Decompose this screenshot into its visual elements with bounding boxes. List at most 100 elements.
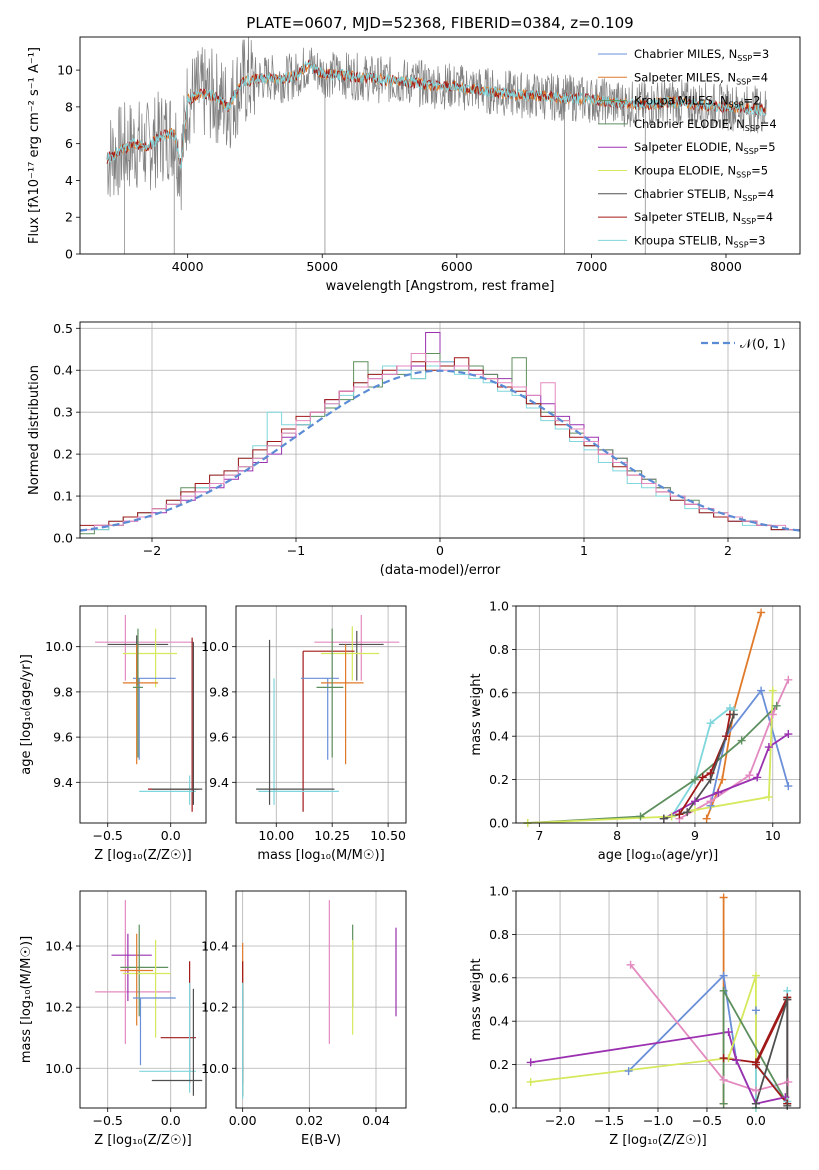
data-point-marker bbox=[757, 686, 766, 695]
axes-frame bbox=[235, 890, 407, 1109]
x-tick-label: −2 bbox=[143, 543, 161, 558]
x-tick-label: 0.0 bbox=[746, 1113, 766, 1128]
data-point-marker bbox=[702, 814, 711, 823]
x-tick-label: 7000 bbox=[575, 259, 607, 274]
data-point-marker bbox=[751, 971, 760, 980]
data-point-marker bbox=[724, 1028, 733, 1037]
y-axis-label: mass weight bbox=[469, 958, 484, 1040]
y-tick-label: 0.4 bbox=[489, 1014, 509, 1029]
y-tick-label: 10.0 bbox=[45, 1061, 73, 1076]
x-tick-label: 10.50 bbox=[370, 828, 406, 843]
y-tick-label: 10.2 bbox=[201, 1000, 229, 1015]
x-tick-label: 0 bbox=[436, 543, 444, 558]
x-tick-label: 0.00 bbox=[229, 1113, 257, 1128]
data-point-marker bbox=[718, 775, 727, 784]
data-point-marker bbox=[751, 1099, 760, 1108]
data-point-marker bbox=[690, 775, 699, 784]
data-point-marker bbox=[683, 808, 692, 817]
data-point-marker bbox=[737, 736, 746, 745]
data-point-marker bbox=[719, 1054, 728, 1063]
y-axis-label: Flux [fλ10⁻¹⁷ erg cm⁻² s⁻¹ A⁻¹] bbox=[27, 47, 42, 244]
panel-z-age: −0.5 0.0 9.4 9.6 9.8 10.0 Z [log₁₀(Z/Z☉)] age [… bbox=[19, 605, 207, 863]
y-tick-label: 10.4 bbox=[201, 939, 229, 954]
plot-area-z-mass bbox=[95, 900, 203, 1096]
y-tick-label: 0.3 bbox=[53, 405, 73, 420]
panel-age-weight: 7 8 9 10 0.0 0.2 0.4 0.6 0.8 1.0 age [log₁₀(age/yr… bbox=[469, 599, 801, 863]
y-tick-label: 0.8 bbox=[489, 642, 509, 657]
y-tick-label: 10.0 bbox=[45, 639, 73, 654]
x-tick-label: −1.5 bbox=[594, 1113, 624, 1128]
data-point-marker bbox=[732, 1056, 741, 1065]
axes-frame bbox=[515, 605, 801, 824]
data-point-marker bbox=[675, 810, 684, 819]
data-point-marker bbox=[784, 730, 793, 739]
panel-z-mass: −0.5 0.0 10.0 10.2 10.4 Z [log₁₀(Z/Z☉)] mass [… bbox=[19, 890, 207, 1148]
x-tick-label: 1 bbox=[580, 543, 588, 558]
data-point-marker bbox=[753, 773, 762, 782]
legend-label: Salpeter MILES, NSSP=4 bbox=[634, 70, 768, 86]
y-tick-label: 0.1 bbox=[53, 489, 73, 504]
y-tick-label: 0.0 bbox=[489, 816, 509, 831]
data-spectrum-line bbox=[106, 37, 767, 211]
data-point-marker bbox=[719, 971, 728, 980]
x-tick-label: −2.0 bbox=[545, 1113, 575, 1128]
y-tick-label: 4 bbox=[65, 173, 73, 188]
data-point-marker bbox=[764, 792, 773, 801]
data-point-marker bbox=[719, 1099, 728, 1108]
y-axis-label: Normed distribution bbox=[27, 365, 42, 495]
data-point-marker bbox=[783, 995, 792, 1004]
series-line bbox=[663, 714, 735, 820]
panel-mass-age: 10.00 10.25 10.50 9.4 9.6 9.8 10.0 mass [log₁₀(… bbox=[201, 605, 407, 863]
data-point-marker bbox=[757, 608, 766, 617]
axes-frame bbox=[79, 890, 207, 1109]
x-tick-label: 6000 bbox=[441, 259, 473, 274]
x-tick-label: 5000 bbox=[306, 259, 338, 274]
data-point-marker bbox=[772, 701, 781, 710]
legend-label: Chabrier MILES, NSSP=3 bbox=[634, 47, 769, 63]
y-tick-label: 10 bbox=[57, 63, 73, 78]
x-tick-label: 0.02 bbox=[295, 1113, 323, 1128]
plot-area-spectrum bbox=[106, 37, 767, 254]
gaussian-curve bbox=[80, 369, 800, 532]
x-axis-label: (data-model)/error bbox=[380, 563, 501, 578]
x-tick-label: −0.5 bbox=[692, 1113, 722, 1128]
data-point-marker bbox=[690, 797, 699, 806]
x-tick-label: −1.0 bbox=[643, 1113, 673, 1128]
legend-label: Kroupa MILES, NSSP=2 bbox=[634, 94, 760, 110]
y-axis-label: age [log₁₀(age/yr)] bbox=[19, 654, 34, 775]
data-point-marker bbox=[526, 1058, 535, 1067]
data-point-marker bbox=[526, 1077, 535, 1086]
data-point-marker bbox=[768, 686, 777, 695]
y-tick-label: 2 bbox=[65, 210, 73, 225]
y-tick-label: 0.2 bbox=[489, 772, 509, 787]
x-axis-label: age [log₁₀(age/yr)] bbox=[598, 848, 719, 863]
data-point-marker bbox=[719, 893, 728, 902]
y-tick-label: 0 bbox=[65, 247, 73, 262]
axes-frame bbox=[79, 605, 207, 824]
data-point-marker bbox=[706, 797, 715, 806]
data-point-marker bbox=[784, 675, 793, 684]
legend-label: Salpeter STELIB, NSSP=4 bbox=[634, 210, 773, 226]
legend: Chabrier MILES, NSSP=3 Salpeter MILES, NS… bbox=[598, 47, 777, 249]
legend-label: Chabrier STELIB, NSSP=4 bbox=[634, 187, 774, 203]
y-tick-label: 6 bbox=[65, 136, 73, 151]
y-tick-label: 0.8 bbox=[489, 927, 509, 942]
plot-area-residuals bbox=[80, 332, 800, 535]
y-tick-label: 9.8 bbox=[53, 684, 73, 699]
x-tick-label: 8000 bbox=[710, 259, 742, 274]
x-axis-label: Z [log₁₀(Z/Z☉)] bbox=[609, 1133, 706, 1148]
plot-area-z-age bbox=[95, 615, 203, 812]
x-tick-label: −0.5 bbox=[93, 828, 123, 843]
legend-label: Kroupa ELODIE, NSSP=5 bbox=[634, 164, 768, 180]
panel-spectrum: 4000 5000 6000 7000 8000 0 2 4 6 8 10 wavelength [A… bbox=[27, 36, 801, 294]
axes-frame bbox=[79, 321, 801, 539]
x-axis-label: wavelength [Angstrom, rest frame] bbox=[326, 279, 555, 294]
y-axis-label: mass weight bbox=[469, 673, 484, 755]
panel-ebv-mass: 0.00 0.02 0.04 10.0 10.2 10.4 E(B-V) bbox=[201, 890, 407, 1148]
x-tick-label: 0.04 bbox=[362, 1113, 390, 1128]
data-point-marker bbox=[719, 1075, 728, 1084]
series-line bbox=[629, 964, 789, 1092]
axes-frame bbox=[235, 605, 407, 824]
data-point-marker bbox=[706, 775, 715, 784]
